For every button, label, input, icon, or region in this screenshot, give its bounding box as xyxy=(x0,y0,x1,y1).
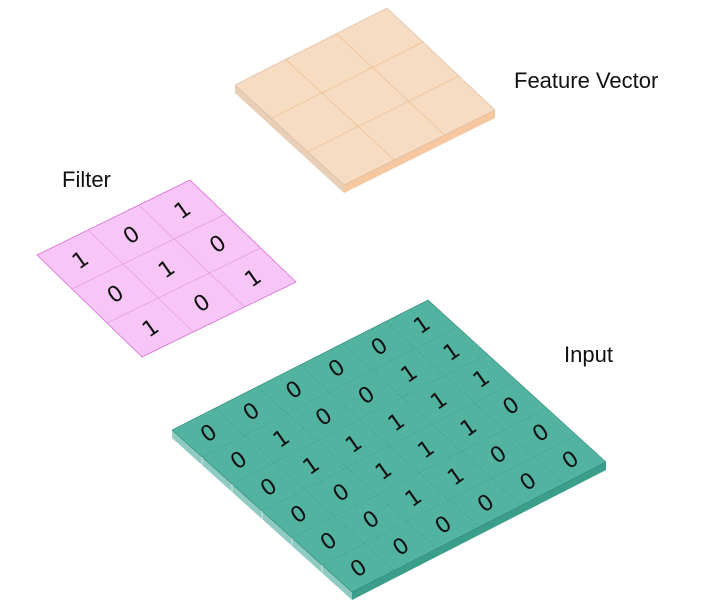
input-gridline xyxy=(261,380,518,512)
filter-gridline xyxy=(138,204,245,308)
filter-label: Filter xyxy=(62,167,111,192)
feature-vector-gridline xyxy=(307,75,460,153)
feature-vector-gridline xyxy=(335,33,446,136)
input-gridline xyxy=(231,353,488,485)
feature-vector-side-left xyxy=(235,85,344,193)
input-label: Input xyxy=(564,342,613,367)
feature-vector-gridline xyxy=(285,58,395,161)
input-gridline xyxy=(291,407,547,539)
feature-vector-label: Feature Vector xyxy=(514,68,659,93)
filter-gridline xyxy=(106,247,261,324)
feature-vector-gridline xyxy=(271,41,424,119)
filter-gridline xyxy=(71,213,226,290)
input-gridline xyxy=(385,321,564,484)
feature-vector-side-right xyxy=(344,110,495,193)
input-gridline xyxy=(321,434,577,566)
input-gridline xyxy=(201,326,458,458)
feature-vector-top xyxy=(234,7,496,186)
input-side-right xyxy=(352,462,606,600)
filter-gridline xyxy=(87,229,194,333)
